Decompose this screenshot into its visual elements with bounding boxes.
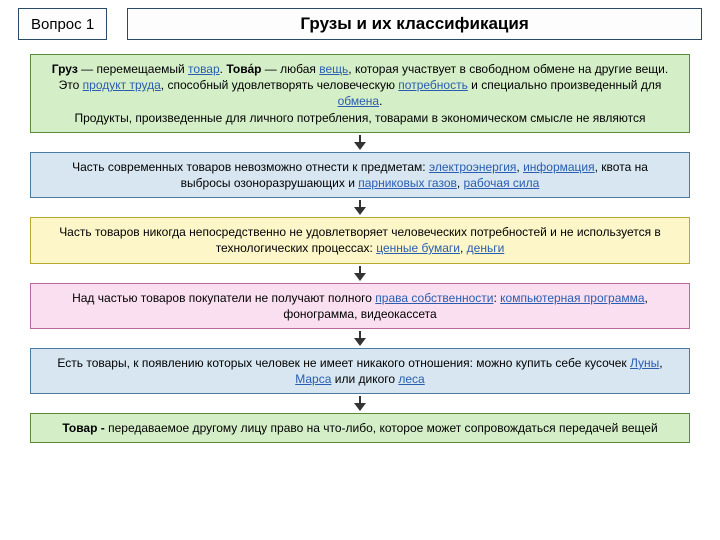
link-text[interactable]: электроэнергия — [429, 160, 516, 174]
link-text[interactable]: компьютерная программа — [500, 291, 644, 305]
header-row: Вопрос 1 Грузы и их классификация — [18, 8, 702, 40]
link-text[interactable]: обмена — [338, 94, 380, 108]
page-title: Грузы и их классификация — [300, 14, 528, 34]
flow-node-2: Часть товаров никогда непосредственно не… — [30, 217, 690, 263]
text-span: Товар - — [62, 421, 108, 435]
text-span: Над частью товаров покупатели не получаю… — [72, 291, 375, 305]
text-span: Часть современных товаров невозможно отн… — [72, 160, 429, 174]
text-span: , — [460, 241, 467, 255]
link-text[interactable]: леса — [398, 372, 424, 386]
text-span: , — [659, 356, 662, 370]
text-span: , — [457, 176, 464, 190]
link-text[interactable]: ценные бумаги — [376, 241, 460, 255]
link-text[interactable]: деньги — [467, 241, 505, 255]
link-text[interactable]: вещь — [319, 62, 348, 76]
flowchart: Груз — перемещаемый товар. Това́р — люба… — [18, 54, 702, 443]
text-span: Груз — [52, 62, 78, 76]
question-label-box: Вопрос 1 — [18, 8, 107, 40]
text-span: и специально произведенный для — [468, 78, 661, 92]
link-text[interactable]: Марса — [295, 372, 331, 386]
text-span: или дикого — [331, 372, 398, 386]
link-text[interactable]: Луны — [630, 356, 659, 370]
text-span: Часть товаров никогда непосредственно не… — [59, 225, 661, 255]
link-text[interactable]: информация — [523, 160, 595, 174]
link-text[interactable]: потребность — [398, 78, 468, 92]
arrow-down-icon — [354, 396, 366, 411]
arrow-down-icon — [354, 200, 366, 215]
link-text[interactable]: товар — [188, 62, 220, 76]
link-text[interactable]: продукт труда — [83, 78, 161, 92]
arrow-down-icon — [354, 266, 366, 281]
flow-node-5: Товар - передаваемое другому лицу право … — [30, 413, 690, 443]
text-span: передаваемое другому лицу право на что-л… — [108, 421, 658, 435]
flow-node-4: Есть товары, к появлению которых человек… — [30, 348, 690, 394]
text-span: — любая — [261, 62, 319, 76]
arrow-down-icon — [354, 135, 366, 150]
link-text[interactable]: парниковых газов — [358, 176, 457, 190]
question-label: Вопрос 1 — [31, 16, 94, 33]
title-box: Грузы и их классификация — [127, 8, 702, 40]
text-span: Есть товары, к появлению которых человек… — [57, 356, 630, 370]
text-span: . — [379, 94, 382, 108]
arrow-down-icon — [354, 331, 366, 346]
link-text[interactable]: права собственности — [375, 291, 493, 305]
text-span: — перемещаемый — [78, 62, 188, 76]
flow-node-1: Часть современных товаров невозможно отн… — [30, 152, 690, 198]
text-span: , способный удовлетворять человеческую — [161, 78, 399, 92]
flow-node-3: Над частью товаров покупатели не получаю… — [30, 283, 690, 329]
link-text[interactable]: рабочая сила — [464, 176, 540, 190]
text-span: Продукты, произведенные для личного потр… — [75, 111, 646, 125]
text-span: Това́р — [226, 62, 261, 76]
flow-node-0: Груз — перемещаемый товар. Това́р — люба… — [30, 54, 690, 133]
